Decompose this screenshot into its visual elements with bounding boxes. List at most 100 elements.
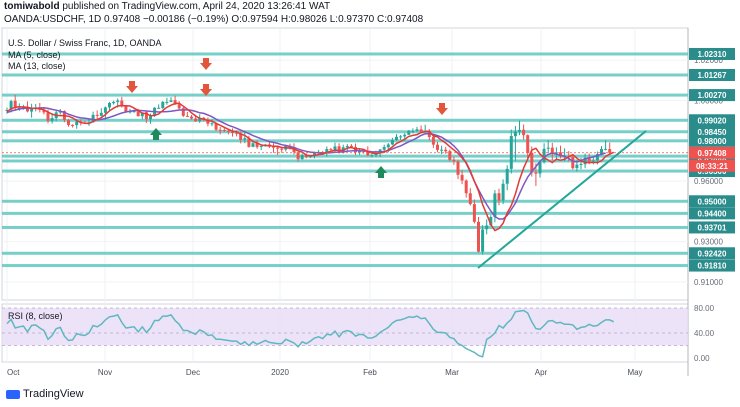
candle-body — [390, 140, 394, 145]
candle-body — [292, 148, 296, 153]
publish-info: tomiwabold published on TradingView.com,… — [4, 1, 330, 12]
candle-body — [210, 123, 214, 125]
candle-body — [575, 164, 579, 169]
candle-body — [214, 123, 218, 130]
level-label-bg — [689, 134, 735, 147]
candle-body — [468, 193, 472, 205]
support-resistance-level — [2, 93, 688, 97]
rsi-scale-tick-label: 0.00 — [694, 354, 710, 363]
candle-body — [108, 102, 111, 108]
candle-body — [124, 106, 128, 112]
candle-body — [95, 114, 99, 116]
level-label-bg — [689, 207, 735, 220]
ma5-legend[interactable]: MA (5, close) — [8, 50, 61, 60]
x-axis-tick-label: 2020 — [271, 368, 289, 377]
candle-body — [497, 193, 501, 201]
candle-body — [9, 101, 13, 110]
candle-body — [226, 130, 230, 132]
level-label: 0.95000 — [698, 197, 727, 206]
candle-body — [185, 115, 189, 117]
support-resistance-level — [2, 154, 688, 158]
price-scale-tick-label: 0.93000 — [694, 238, 723, 247]
sell-signal-arrow — [200, 58, 212, 70]
level-label: 0.92420 — [698, 249, 727, 258]
candle-body — [460, 174, 464, 181]
level-label: 1.01267 — [698, 71, 727, 80]
candle-body — [157, 107, 161, 109]
price-scale-tick-label: 0.91000 — [694, 278, 723, 287]
level-label-bg — [689, 259, 735, 272]
candle-body — [296, 152, 300, 160]
candle-body — [255, 143, 259, 148]
support-resistance-level — [2, 211, 688, 215]
candle-body — [546, 147, 550, 149]
candle-body — [522, 129, 526, 136]
candle-body — [382, 147, 386, 150]
candle-body — [99, 112, 103, 116]
sell-signal-arrow — [126, 81, 138, 93]
x-axis-tick-label: Feb — [363, 368, 377, 377]
candle-body — [300, 155, 304, 160]
rsi-legend[interactable]: RSI (8, close) — [8, 311, 63, 321]
candle-body — [436, 144, 439, 150]
candle-body — [198, 117, 202, 122]
candle-body — [112, 101, 116, 104]
support-resistance-level — [2, 130, 688, 134]
price-scale-tick-label: 1.02000 — [694, 56, 723, 65]
candle-body — [116, 100, 120, 102]
countdown-label: 08:33:21 — [696, 162, 729, 171]
level-label-bg — [689, 125, 735, 138]
candle-body — [235, 132, 239, 134]
sell-signal-arrow — [436, 103, 448, 115]
last-price-label-bg — [689, 146, 735, 159]
candle-body — [366, 151, 370, 156]
x-axis-tick-label: May — [627, 368, 642, 377]
level-label: 1.00270 — [698, 91, 727, 100]
candle-body — [501, 183, 505, 201]
candle-body — [464, 180, 468, 194]
rsi-scale-tick-label: 40.00 — [694, 329, 715, 338]
support-resistance-level — [2, 118, 688, 122]
candle-body — [325, 149, 329, 154]
candle-body — [542, 148, 546, 163]
level-label-bg — [689, 47, 735, 60]
candle-body — [67, 120, 70, 125]
support-resistance-level — [2, 159, 688, 163]
candle-body — [337, 146, 341, 153]
tradingview-logo[interactable]: TradingView — [6, 388, 84, 400]
candle-body — [489, 216, 493, 226]
candle-body — [120, 100, 124, 107]
candle-body — [513, 131, 517, 137]
candle-body — [206, 119, 210, 124]
candle-body — [231, 131, 234, 133]
candle-body — [481, 229, 485, 252]
tradingview-logo-text: TradingView — [23, 388, 84, 400]
candle-body — [194, 118, 198, 122]
candle-body — [571, 156, 575, 169]
support-resistance-level — [2, 199, 688, 203]
candle-body — [13, 100, 17, 109]
rsi-line — [6, 309, 615, 358]
candle-body — [42, 109, 46, 113]
candle-body — [485, 225, 489, 230]
tradingview-logo-icon — [6, 389, 20, 399]
candle-body — [75, 121, 79, 126]
last-price-label: 0.97408 — [698, 149, 727, 158]
candle-body — [149, 116, 152, 120]
candle-body — [407, 130, 411, 135]
author-name[interactable]: tomiwabold — [4, 1, 60, 12]
publish-info-text: published on TradingView.com, April 24, … — [62, 1, 331, 12]
level-label: 0.98000 — [698, 137, 727, 146]
candle-body — [538, 161, 542, 174]
candle-body — [493, 193, 497, 217]
level-label: 0.91810 — [698, 262, 727, 271]
candle-body — [26, 107, 29, 112]
candle-body — [222, 129, 226, 131]
candle-body — [218, 129, 222, 131]
candle-body — [452, 159, 456, 162]
buy-signal-arrow — [150, 128, 162, 140]
ma13-legend[interactable]: MA (13, close) — [8, 61, 66, 71]
candle-body — [30, 107, 34, 112]
